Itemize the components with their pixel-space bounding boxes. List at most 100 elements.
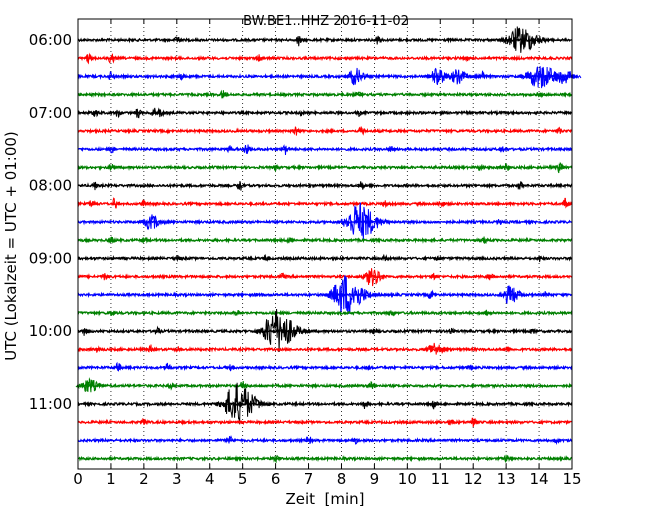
trace-event-07:00-5 — [297, 109, 309, 117]
trace-event-11:30-1 — [304, 436, 315, 445]
trace-event-10:00-3 — [370, 328, 381, 335]
trace-event-07:30-4 — [386, 145, 398, 153]
trace-08:15 — [77, 197, 573, 209]
trace-event-07:30-1 — [225, 145, 236, 154]
trace-event-10:00-0 — [80, 328, 91, 336]
trace-event-07:15-0 — [290, 126, 302, 136]
trace-event-11:00-1 — [360, 401, 371, 409]
trace-event-07:15-2 — [554, 126, 565, 135]
trace-event-09:00-3 — [432, 255, 444, 261]
x-tick-label-8: 8 — [337, 470, 347, 488]
x-tick-label-4: 4 — [205, 470, 215, 488]
trace-event-07:30-5 — [498, 146, 510, 154]
trace-noise-10:30 — [77, 364, 573, 372]
trace-event-11:15-2 — [468, 417, 480, 428]
trace-event-07:45-1 — [271, 164, 282, 173]
trace-event-10:30-1 — [162, 362, 174, 370]
trace-event-09:45-1 — [231, 309, 243, 316]
trace-event-07:00-6 — [353, 109, 365, 118]
trace-event-11:15-1 — [445, 419, 457, 426]
trace-event-10:30-2 — [225, 364, 236, 372]
trace-event-06:15-0 — [83, 52, 95, 65]
trace-event-10:15-2 — [172, 346, 184, 353]
x-tick-label-7: 7 — [304, 470, 314, 488]
trace-06:30 — [77, 66, 582, 89]
y-tick-label-07:00: 07:00 — [29, 104, 72, 122]
trace-event-06:30-4 — [444, 69, 477, 85]
x-tick-label-12: 12 — [464, 470, 483, 488]
trace-noise-08:30 — [77, 218, 573, 226]
trace-event-10:00-5 — [528, 327, 539, 335]
x-tick-label-9: 9 — [370, 470, 380, 488]
trace-event-09:00-2 — [380, 253, 391, 262]
trace-event-07:30-3 — [281, 144, 292, 156]
trace-event-07:45-3 — [501, 163, 513, 171]
trace-event-10:00-1 — [152, 325, 164, 335]
x-tick-label-5: 5 — [238, 470, 248, 488]
x-tick-label-1: 1 — [106, 470, 116, 488]
trace-10:45 — [75, 377, 573, 393]
y-tick-label-09:00: 09:00 — [29, 249, 72, 267]
y-tick-label-06:00: 06:00 — [29, 31, 72, 49]
trace-event-08:15-0 — [87, 200, 98, 208]
traces-group — [75, 26, 582, 464]
trace-event-08:30-2 — [495, 219, 506, 225]
trace-noise-10:15 — [77, 345, 573, 354]
trace-event-11:45-1 — [501, 454, 513, 464]
x-tick-label-2: 2 — [139, 470, 149, 488]
trace-event-08:15-1 — [109, 197, 121, 209]
trace-noise-09:45 — [77, 309, 573, 317]
trace-noise-10:45 — [77, 382, 573, 390]
x-tick-label-0: 0 — [73, 470, 83, 488]
trace-event-08:15-4 — [435, 201, 447, 208]
trace-event-07:00-1 — [113, 109, 124, 119]
trace-event-09:00-1 — [261, 254, 272, 262]
trace-event-08:45-0 — [106, 236, 118, 244]
trace-event-10:15-0 — [93, 345, 105, 353]
trace-event-09:00-4 — [534, 255, 546, 263]
trace-event-09:30-0 — [254, 292, 266, 298]
trace-noise-06:45 — [77, 91, 573, 99]
trace-08:45 — [77, 236, 573, 245]
trace-event-08:15-5 — [561, 197, 572, 209]
trace-06:15 — [77, 52, 573, 65]
trace-event-06:45-0 — [218, 89, 230, 99]
y-tick-label-10:00: 10:00 — [29, 322, 72, 340]
trace-11:30 — [77, 435, 573, 446]
trace-noise-11:30 — [77, 436, 573, 444]
trace-09:45 — [77, 309, 573, 317]
trace-event-07:45-4 — [554, 161, 566, 174]
trace-09:15 — [77, 268, 573, 287]
plot-frame — [77, 18, 573, 470]
trace-event-06:15-1 — [106, 53, 118, 64]
trace-06:00 — [77, 26, 573, 53]
trace-noise-11:00 — [77, 400, 573, 408]
trace-event-10:00-2 — [253, 309, 312, 352]
trace-noise-11:15 — [77, 418, 573, 426]
y-axis-label: UTC (Lokalzeit = UTC + 01:00) — [2, 131, 20, 361]
trace-noise-08:15 — [77, 200, 573, 208]
x-tick-label-14: 14 — [530, 470, 549, 488]
trace-event-06:30-7 — [549, 71, 582, 85]
trace-event-08:30-0 — [138, 214, 170, 231]
trace-event-11:45-0 — [271, 454, 282, 464]
trace-noise-07:30 — [77, 145, 573, 153]
trace-event-08:00-0 — [90, 181, 101, 191]
trace-event-08:00-2 — [356, 181, 368, 190]
trace-noise-10:00 — [77, 327, 573, 335]
trace-event-08:45-3 — [478, 236, 490, 245]
trace-event-10:15-3 — [421, 342, 453, 355]
trace-event-07:30-2 — [241, 144, 253, 154]
trace-event-06:00-3 — [172, 36, 184, 43]
trace-event-10:15-4 — [501, 345, 513, 352]
trace-event-06:00-1 — [496, 26, 555, 53]
trace-07:00 — [77, 107, 573, 119]
trace-event-11:00-0 — [213, 382, 272, 425]
trace-event-06:30-1 — [175, 72, 187, 81]
trace-event-11:30-0 — [225, 435, 236, 444]
trace-noise-08:45 — [77, 236, 573, 244]
trace-event-07:45-0 — [106, 164, 118, 171]
x-tick-label-11: 11 — [431, 470, 450, 488]
grid-lines — [110, 19, 540, 469]
